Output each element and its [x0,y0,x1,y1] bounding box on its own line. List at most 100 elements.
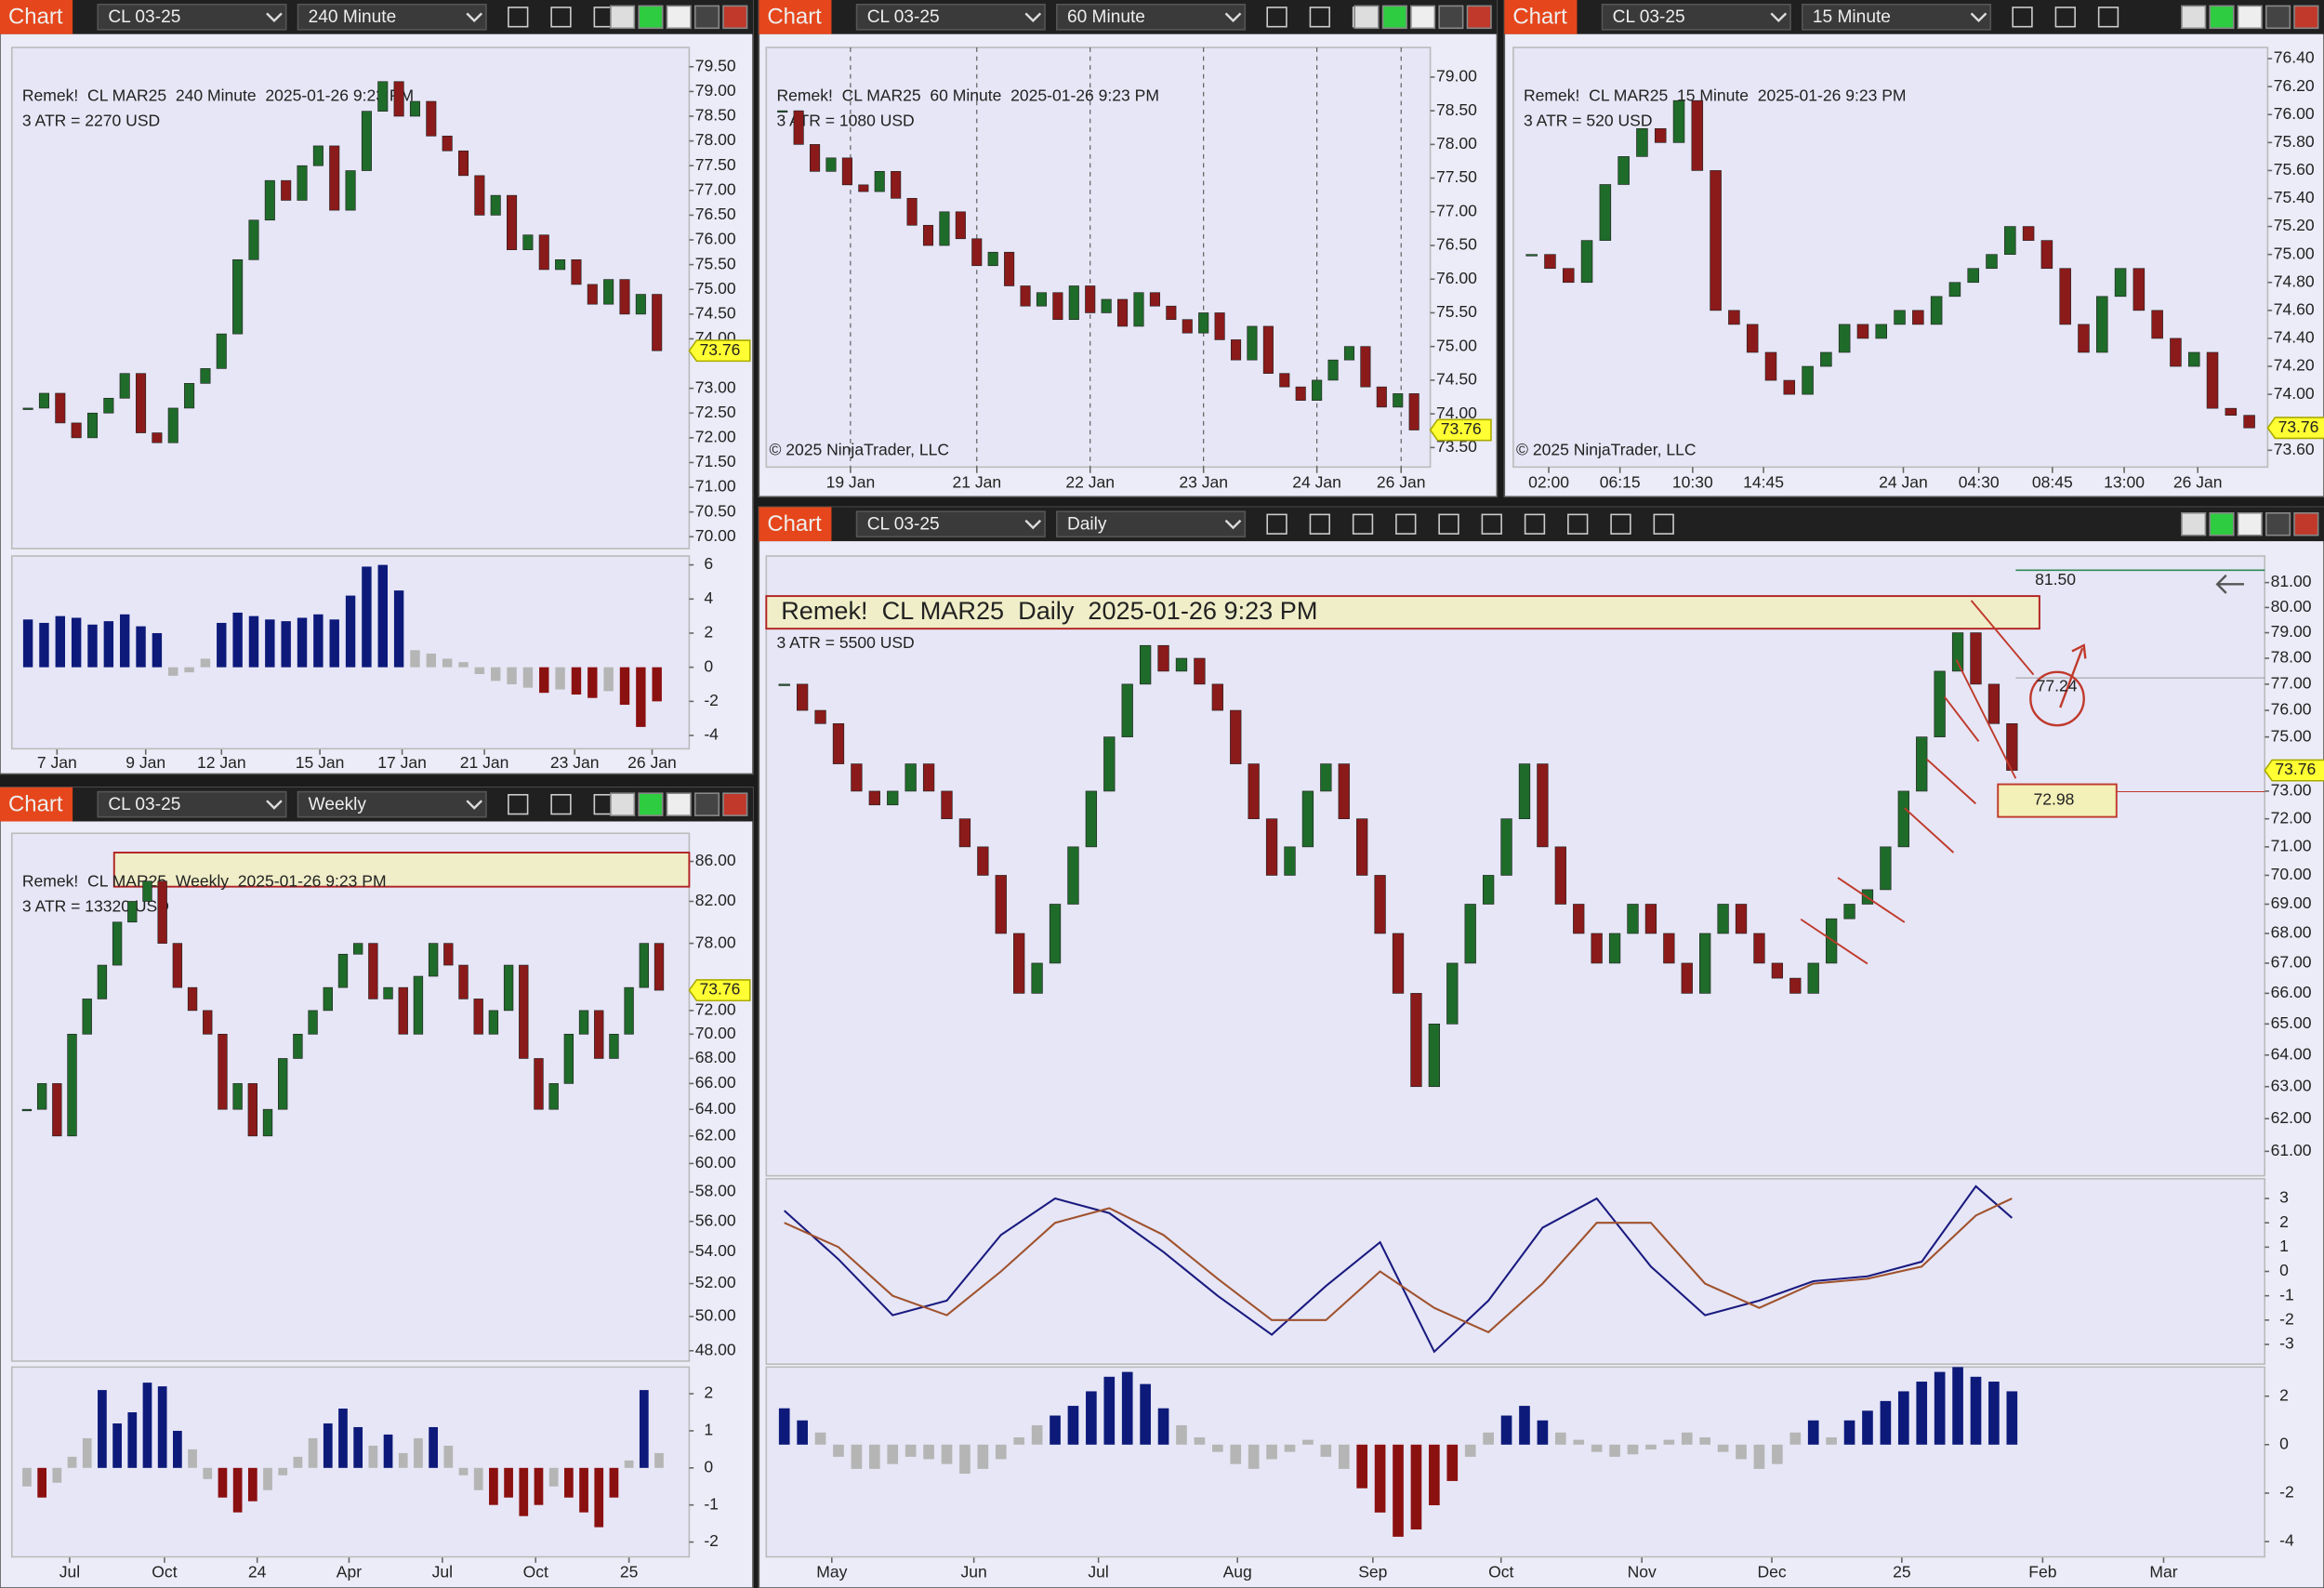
toolbar-icon[interactable] [1438,513,1459,535]
window-button[interactable] [2181,5,2207,30]
chart-button[interactable] [759,0,832,34]
x-tick-label: 26 Jan [1377,473,1426,492]
window-button[interactable] [666,792,692,816]
toolbar-icon[interactable] [2097,7,2119,28]
y-tick-label: 70.00 [695,526,736,545]
instrument-label[interactable]: CL 03-25 [108,7,180,27]
window-button[interactable] [722,5,748,30]
toolbar-icon[interactable] [550,7,572,28]
window-button[interactable] [638,792,664,816]
instrument-label[interactable]: CL 03-25 [867,515,940,535]
toolbar-icon[interactable] [508,7,529,28]
instrument-selector[interactable] [855,3,1046,31]
instrument-label[interactable]: CL 03-25 [108,795,180,814]
period-label[interactable]: Daily [1067,515,1107,535]
y-tick-label: 80.00 [2271,597,2312,615]
period-selector[interactable] [297,790,487,818]
y-tick-label: 2 [2279,1212,2289,1231]
period-selector[interactable] [1056,510,1247,538]
window-button[interactable] [2293,5,2319,30]
y-tick-label: 2 [704,623,713,642]
toolbar-icon[interactable] [550,794,572,815]
chart-button-label[interactable]: Chart [8,791,63,816]
toolbar-icon[interactable] [2054,7,2076,28]
back-arrow[interactable] [2215,574,2244,594]
candle [1537,763,1549,848]
window-button[interactable] [1438,5,1464,30]
chart-button[interactable] [0,0,73,34]
candle [490,194,501,216]
chart-button-label[interactable]: Chart [767,4,822,29]
period-selector[interactable] [1801,3,1992,31]
chart-button-label[interactable]: Chart [8,4,63,29]
window-button[interactable] [2237,511,2263,536]
candle [1139,644,1152,685]
window-button[interactable] [2209,511,2235,536]
window-button[interactable] [666,5,692,30]
histogram-bar [534,1467,544,1505]
histogram-bar [293,1456,303,1468]
y-tick-label: 76.50 [1436,235,1477,254]
toolbar-icon[interactable] [1524,513,1546,535]
window-button[interactable] [693,792,720,816]
instrument-selector[interactable] [97,790,287,818]
chart-button[interactable] [759,507,832,542]
histogram-bar [52,1467,62,1483]
candle [281,179,292,201]
histogram-bar [563,1467,574,1498]
window-button[interactable] [1466,5,1492,30]
chart-button-label[interactable]: Chart [1512,4,1567,29]
chart-button[interactable] [1504,0,1578,34]
candle [1599,184,1612,241]
histogram-bar [173,1430,182,1468]
window-button[interactable] [610,792,636,816]
candle [297,165,308,201]
toolbar-icon[interactable] [1352,513,1374,535]
toolbar-icon[interactable] [1481,513,1502,535]
period-label[interactable]: 15 Minute [1813,7,1891,27]
candle [442,135,453,152]
window-button[interactable] [2181,511,2207,536]
toolbar-icon[interactable] [508,794,529,815]
window-button[interactable] [1353,5,1380,30]
window-button[interactable] [722,792,748,816]
instrument-selector[interactable] [97,3,287,31]
price-badge [1429,418,1492,442]
period-label[interactable]: Weekly [309,795,367,814]
window-button[interactable] [693,5,720,30]
toolbar-icon[interactable] [1309,513,1330,535]
instrument-label[interactable]: CL 03-25 [1613,7,1685,27]
window-button[interactable] [2209,5,2235,30]
toolbar-icon[interactable] [1266,513,1287,535]
window-button[interactable] [1410,5,1436,30]
y-tick-label: 0 [704,656,713,675]
candle [157,880,167,944]
histogram-bar [594,1467,604,1528]
toolbar-icon[interactable] [1653,513,1674,535]
period-selector[interactable] [297,3,487,31]
toolbar-icon[interactable] [1567,513,1589,535]
instrument-selector[interactable] [1601,3,1791,31]
instrument-selector[interactable] [855,510,1046,538]
toolbar-icon[interactable] [1309,7,1330,28]
histogram-bar [1591,1444,1603,1452]
period-label[interactable]: 60 Minute [1067,7,1145,27]
chart-button-label[interactable]: Chart [767,511,822,536]
instrument-label[interactable]: CL 03-25 [867,7,940,27]
toolbar-icon[interactable] [1610,513,1631,535]
chart-button[interactable] [0,787,73,822]
toolbar-icon[interactable] [2012,7,2033,28]
window-button[interactable] [2293,511,2319,536]
window-button[interactable] [2265,511,2291,536]
window-button[interactable] [638,5,664,30]
period-selector[interactable] [1056,3,1247,31]
period-label[interactable]: 240 Minute [309,7,397,27]
toolbar-icon[interactable] [1266,7,1287,28]
toolbar-icon[interactable] [1395,513,1417,535]
window-button[interactable] [610,5,636,30]
window-button[interactable] [2265,5,2291,30]
window-button[interactable] [1381,5,1407,30]
window-button[interactable] [2237,5,2263,30]
x-tick-label: 24 [248,1563,267,1581]
candle [1036,292,1048,307]
